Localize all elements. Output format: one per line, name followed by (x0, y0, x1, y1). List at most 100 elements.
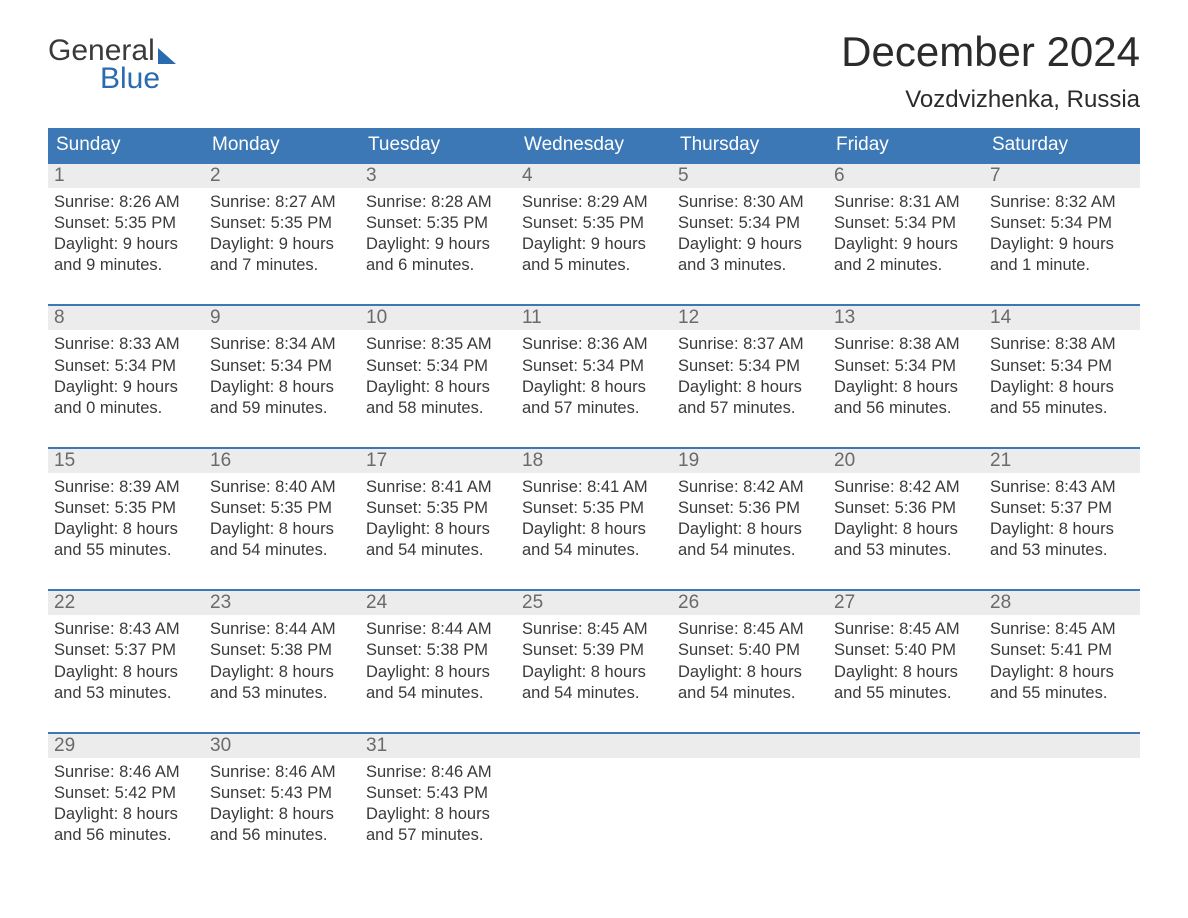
daylight-label: Daylight: (990, 520, 1054, 538)
daylight-line-1: Daylight: 9 hours (990, 234, 1134, 255)
day-header-tue: Tuesday (360, 128, 516, 162)
sunset-label: Sunset: (834, 641, 890, 659)
sunrise-line: Sunrise: 8:35 AM (366, 334, 510, 355)
sunrise-value: 8:30 AM (743, 193, 804, 211)
sunset-label: Sunset: (210, 499, 266, 517)
sunset-value: 5:36 PM (739, 499, 800, 517)
week-row: 22232425262728Sunrise: 8:43 AMSunset: 5:… (48, 589, 1140, 705)
sunrise-value: 8:32 AM (1055, 193, 1116, 211)
day-cell: Sunrise: 8:28 AMSunset: 5:35 PMDaylight:… (360, 188, 516, 278)
sunset-line: Sunset: 5:41 PM (990, 640, 1134, 661)
sunrise-label: Sunrise: (210, 193, 271, 211)
sunrise-value: 8:29 AM (587, 193, 648, 211)
sunset-label: Sunset: (54, 641, 110, 659)
daylight-line-1: Daylight: 8 hours (210, 519, 354, 540)
daylight-value-1: 9 hours (123, 235, 178, 253)
daylight-label: Daylight: (54, 520, 118, 538)
daylight-line-1: Daylight: 9 hours (210, 234, 354, 255)
daylight-line-2: and 57 minutes. (522, 398, 666, 419)
day-cell: Sunrise: 8:29 AMSunset: 5:35 PMDaylight:… (516, 188, 672, 278)
sunrise-line: Sunrise: 8:32 AM (990, 192, 1134, 213)
day-cell: Sunrise: 8:34 AMSunset: 5:34 PMDaylight:… (204, 330, 360, 420)
sunrise-value: 8:39 AM (119, 478, 180, 496)
sunrise-label: Sunrise: (834, 193, 895, 211)
day-number: 8 (48, 306, 204, 330)
sunset-value: 5:35 PM (271, 214, 332, 232)
day-number: 26 (672, 591, 828, 615)
sunrise-line: Sunrise: 8:46 AM (210, 762, 354, 783)
daylight-line-2: and 56 minutes. (54, 825, 198, 846)
sunrise-line: Sunrise: 8:46 AM (54, 762, 198, 783)
daylight-label: Daylight: (210, 378, 274, 396)
day-number: 2 (204, 164, 360, 188)
daylight-value-1: 8 hours (123, 805, 178, 823)
daylight-value-1: 8 hours (279, 520, 334, 538)
day-cell (516, 758, 672, 848)
sunset-label: Sunset: (522, 357, 578, 375)
day-cell: Sunrise: 8:39 AMSunset: 5:35 PMDaylight:… (48, 473, 204, 563)
sunset-value: 5:34 PM (739, 214, 800, 232)
daylight-value-1: 9 hours (1059, 235, 1114, 253)
day-number: 16 (204, 449, 360, 473)
sunset-value: 5:35 PM (271, 499, 332, 517)
sunset-line: Sunset: 5:38 PM (210, 640, 354, 661)
sunrise-label: Sunrise: (834, 478, 895, 496)
sunset-line: Sunset: 5:35 PM (210, 213, 354, 234)
daylight-line-2: and 54 minutes. (678, 683, 822, 704)
sunrise-label: Sunrise: (210, 620, 271, 638)
daylight-line-1: Daylight: 8 hours (990, 377, 1134, 398)
sunrise-value: 8:38 AM (1055, 335, 1116, 353)
sunset-label: Sunset: (366, 641, 422, 659)
sunset-value: 5:34 PM (739, 357, 800, 375)
sunrise-value: 8:46 AM (275, 763, 336, 781)
sunset-label: Sunset: (54, 214, 110, 232)
daylight-line-1: Daylight: 8 hours (990, 519, 1134, 540)
day-header-mon: Monday (204, 128, 360, 162)
day-header-sun: Sunday (48, 128, 204, 162)
daylight-value-1: 8 hours (279, 805, 334, 823)
sunset-line: Sunset: 5:34 PM (834, 213, 978, 234)
day-number: 12 (672, 306, 828, 330)
sunrise-value: 8:45 AM (587, 620, 648, 638)
sunset-line: Sunset: 5:34 PM (678, 356, 822, 377)
sunset-label: Sunset: (210, 641, 266, 659)
sunrise-label: Sunrise: (366, 620, 427, 638)
daylight-line-2: and 1 minute. (990, 255, 1134, 276)
sunrise-value: 8:43 AM (119, 620, 180, 638)
daylight-label: Daylight: (366, 235, 430, 253)
sunrise-line: Sunrise: 8:41 AM (366, 477, 510, 498)
daylight-label: Daylight: (522, 663, 586, 681)
sunset-line: Sunset: 5:37 PM (54, 640, 198, 661)
daylight-line-1: Daylight: 8 hours (834, 662, 978, 683)
daynum-row: 1234567 (48, 164, 1140, 188)
header-row: General Blue December 2024 Vozdvizhenka,… (48, 28, 1140, 114)
sunset-line: Sunset: 5:34 PM (834, 356, 978, 377)
sunrise-value: 8:26 AM (119, 193, 180, 211)
daylight-label: Daylight: (678, 520, 742, 538)
sunset-line: Sunset: 5:34 PM (210, 356, 354, 377)
sunset-label: Sunset: (210, 357, 266, 375)
sunset-line: Sunset: 5:38 PM (366, 640, 510, 661)
daylight-line-2: and 55 minutes. (54, 540, 198, 561)
sunrise-label: Sunrise: (366, 478, 427, 496)
sunset-label: Sunset: (834, 499, 890, 517)
daylight-label: Daylight: (678, 663, 742, 681)
daylight-label: Daylight: (834, 663, 898, 681)
sunset-label: Sunset: (522, 499, 578, 517)
sunset-value: 5:34 PM (1051, 214, 1112, 232)
sunrise-label: Sunrise: (366, 763, 427, 781)
day-number: 5 (672, 164, 828, 188)
sunrise-value: 8:36 AM (587, 335, 648, 353)
sunrise-label: Sunrise: (678, 620, 739, 638)
sunrise-label: Sunrise: (990, 335, 1051, 353)
daylight-label: Daylight: (990, 378, 1054, 396)
sunrise-value: 8:41 AM (587, 478, 648, 496)
sunset-value: 5:35 PM (115, 499, 176, 517)
weeks-container: 1234567Sunrise: 8:26 AMSunset: 5:35 PMDa… (48, 162, 1140, 848)
sunset-value: 5:43 PM (271, 784, 332, 802)
daylight-line-1: Daylight: 9 hours (834, 234, 978, 255)
day-number (516, 734, 672, 758)
day-header-fri: Friday (828, 128, 984, 162)
sunrise-value: 8:45 AM (743, 620, 804, 638)
daylight-line-1: Daylight: 8 hours (678, 519, 822, 540)
